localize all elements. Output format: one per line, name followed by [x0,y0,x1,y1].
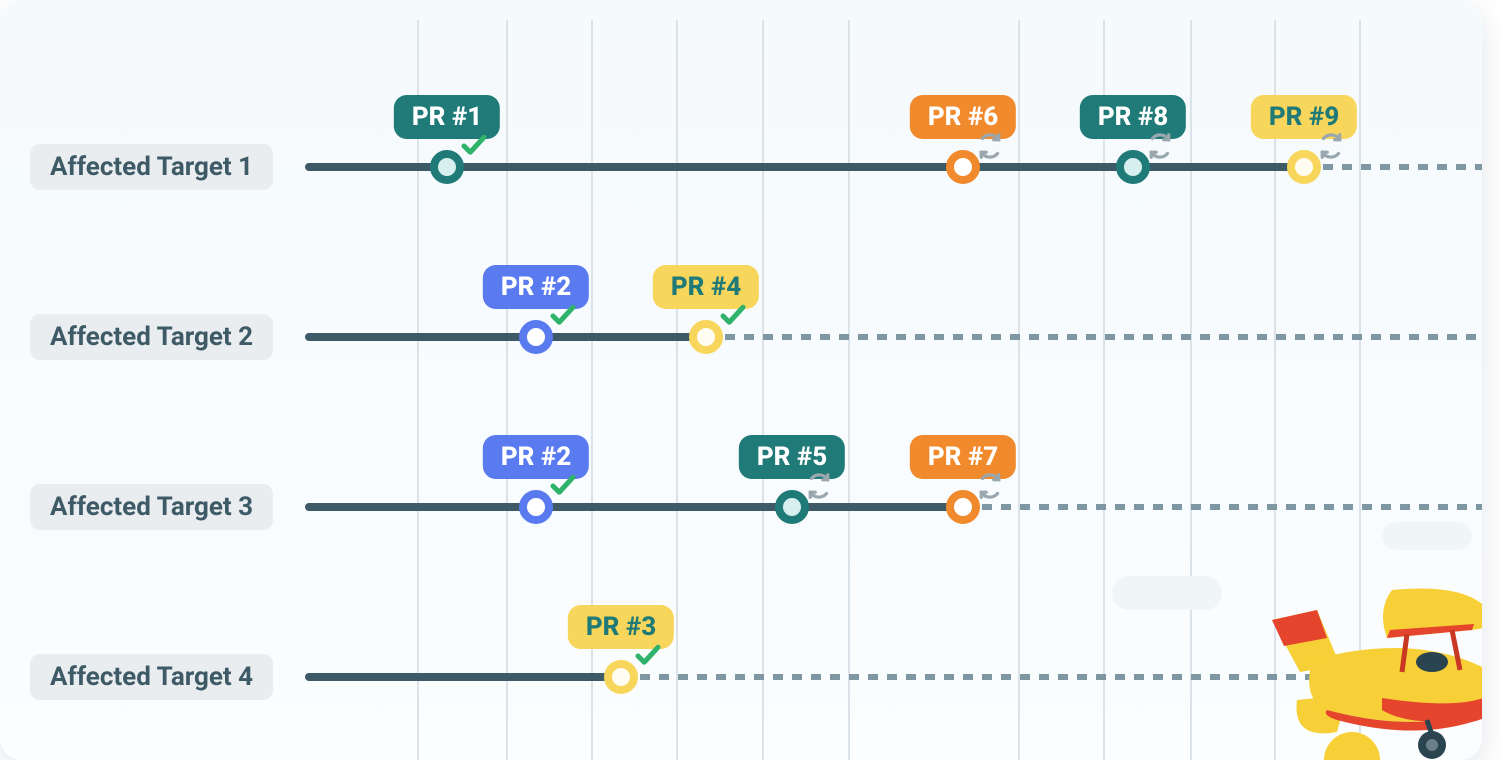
pending-icon [1145,131,1175,161]
target-label: Affected Target 4 [30,654,273,700]
segment-solid [305,673,621,681]
timeline-row: Affected Target 1 PR #1PR #6PR #8PR #9 [30,108,1482,226]
segment-solid [1133,163,1304,171]
segment-dashed [706,334,1482,340]
check-icon [548,471,578,501]
pending-icon [975,471,1005,501]
cloud-deco [1112,576,1222,610]
track: PR #2PR #4 [305,319,1482,355]
timeline-row: Affected Target 2 PR #2PR #4 [30,278,1482,396]
check-icon [548,301,578,331]
target-label: Affected Target 1 [30,144,273,190]
segment-solid [536,503,792,511]
segment-solid [305,163,447,171]
timeline-row: Affected Target 3 PR #2PR #5PR #7 [30,448,1482,566]
diagram-card: Affected Target 1PR #1PR #6PR #8PR #9Aff… [0,0,1482,760]
pending-icon [975,131,1005,161]
segment-solid [305,333,536,341]
check-icon [459,131,489,161]
segment-solid [447,163,963,171]
segment-solid [963,163,1133,171]
airplane-illustration [1242,560,1482,760]
track: PR #2PR #5PR #7 [305,489,1482,525]
segment-dashed [1304,164,1482,170]
target-label: Affected Target 2 [30,314,273,360]
segment-solid [792,503,963,511]
segment-dashed [963,504,1482,510]
segment-solid [305,503,536,511]
pending-icon [804,471,834,501]
pending-icon [1316,131,1346,161]
cloud-deco [1382,522,1472,550]
target-label: Affected Target 3 [30,484,273,530]
segment-solid [536,333,706,341]
track: PR #1PR #6PR #8PR #9 [305,149,1482,185]
check-icon [633,641,663,671]
check-icon [718,301,748,331]
